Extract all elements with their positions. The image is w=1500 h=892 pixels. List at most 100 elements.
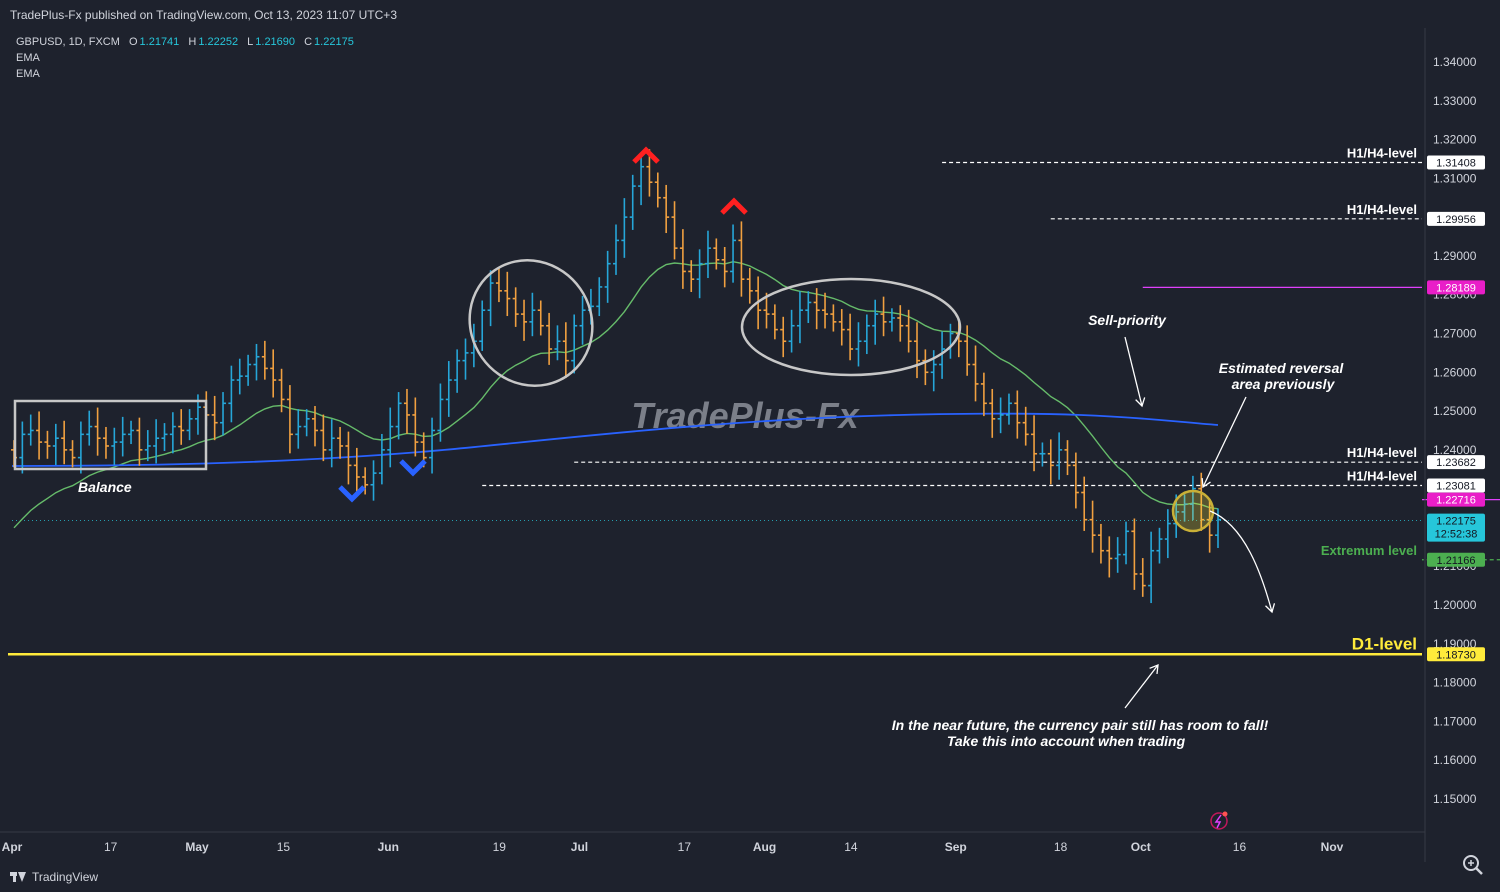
ohlc-bar xyxy=(228,365,235,423)
ohlc-bar xyxy=(286,385,293,454)
ohlc-bar xyxy=(136,417,143,466)
symbol-label[interactable]: GBPUSD, 1D, FXCM xyxy=(16,36,120,48)
ema-indicator-2[interactable]: EMA xyxy=(16,68,40,80)
ohlc-bar xyxy=(119,416,126,457)
ohlc-bar xyxy=(1198,472,1205,531)
ohlc-bar xyxy=(1022,406,1029,446)
time-tick-label: Aug xyxy=(753,840,776,854)
ohlc-bar xyxy=(855,322,862,367)
open-value: 1.21741 xyxy=(139,36,180,48)
open-key: O xyxy=(128,36,138,48)
publisher-text: TradePlus-Fx published on TradingView.co… xyxy=(10,8,397,22)
level-label: Extremum level xyxy=(1321,543,1417,558)
ohlc-bar xyxy=(537,300,544,336)
ohlc-bar xyxy=(571,314,578,374)
balance-box[interactable] xyxy=(13,399,208,471)
reversal-area-arrow[interactable] xyxy=(1201,396,1247,489)
balance-label: Balance xyxy=(78,479,132,495)
reversal-area-circle[interactable] xyxy=(1171,489,1215,533)
price-tick-label: 1.26000 xyxy=(1433,365,1477,379)
ohlc-bar xyxy=(278,368,285,413)
ohlc-bar xyxy=(688,260,695,292)
consolidation-ellipse[interactable] xyxy=(740,277,962,377)
time-tick-label: 18 xyxy=(1054,840,1068,854)
ohlc-bar xyxy=(897,305,904,342)
ohlc-bar xyxy=(495,267,502,303)
ohlc-bar xyxy=(780,316,787,358)
price-tick-label: 1.29000 xyxy=(1433,249,1477,263)
ohlc-bar xyxy=(1164,509,1171,559)
ohlc-bar xyxy=(562,322,569,379)
ohlc-bar xyxy=(387,407,394,468)
level-label: H1/H4-level xyxy=(1347,146,1417,161)
ohlc-bar xyxy=(1047,439,1054,485)
high-value: 1.22252 xyxy=(198,36,239,48)
time-tick-label: 17 xyxy=(104,840,118,854)
ohlc-bar xyxy=(128,420,135,445)
ohlc-bar xyxy=(905,309,912,353)
time-tick-label: Sep xyxy=(945,840,967,854)
price-badges: 1.31408 1.29956 1.28189 1.23682 1.23081 1.227… xyxy=(1427,155,1485,662)
economic-event-icon[interactable] xyxy=(1210,811,1228,830)
zoom-icon[interactable] xyxy=(1460,852,1486,878)
price-badge-text: 1.23081 xyxy=(1436,480,1476,492)
ohlc-bar xyxy=(144,430,151,462)
ohlc-bar xyxy=(86,410,93,446)
ohlc-bar xyxy=(462,338,469,380)
ohlc-bar xyxy=(312,406,318,447)
ohlc-bar xyxy=(813,288,820,330)
ohlc-bar xyxy=(270,349,277,398)
ohlc-bar xyxy=(1097,523,1104,564)
price-badge-text: 1.21166 xyxy=(1437,555,1476,567)
ohlc-bar xyxy=(863,314,870,355)
ohlc-bar xyxy=(713,238,720,270)
ohlc-bar xyxy=(303,409,310,437)
symbol-legend[interactable]: GBPUSD, 1D, FXCM O 1.21741 H 1.22252 L 1.21… xyxy=(16,34,354,82)
ohlc-bar xyxy=(52,423,59,465)
ohlc-bar xyxy=(395,392,402,440)
sell-priority-arrow[interactable] xyxy=(1124,336,1146,408)
ohlc-bar xyxy=(44,430,51,459)
ohlc-bar xyxy=(847,313,854,361)
ohlc-bar xyxy=(111,427,118,465)
ohlc-bar xyxy=(337,426,344,459)
tradingview-logo-icon xyxy=(10,872,26,882)
ohlc-bar xyxy=(638,152,645,206)
price-badge: 1.22716 xyxy=(1427,492,1485,507)
ohlc-bar xyxy=(1031,415,1038,472)
time-tick-label: Nov xyxy=(1321,840,1344,854)
ohlc-bar xyxy=(220,392,227,436)
price-axis[interactable]: 1.350001.340001.330001.320001.310001.290… xyxy=(1433,16,1477,806)
ohlc-row[interactable]: GBPUSD, 1D, FXCM O 1.21741 H 1.22252 L 1.21… xyxy=(16,34,354,50)
ohlc-bar xyxy=(1072,452,1079,509)
close-value: 1.22175 xyxy=(314,36,354,48)
ohlc-bar xyxy=(353,447,360,492)
ohlc-bar xyxy=(596,277,603,317)
ohlc-bar xyxy=(487,270,494,327)
publish-bar: TradePlus-Fx published on TradingView.co… xyxy=(0,0,1500,28)
forecast-drop-arrow[interactable] xyxy=(1209,510,1276,614)
ohlc-bar xyxy=(822,292,829,329)
ohlc-bar xyxy=(1039,442,1046,467)
forecast-note-line: In the near future, the currency pair st… xyxy=(892,717,1269,733)
time-axis[interactable]: Apr 17 May 15 Jun 19 Jul 17 Aug 14 Sep 18 Oct 16 Nov xyxy=(2,840,1344,854)
estimated-reversal-label: area previously xyxy=(1232,376,1336,392)
forecast-note-arrow[interactable] xyxy=(1124,664,1159,709)
consolidation-ellipse[interactable] xyxy=(445,236,617,410)
ohlc-bar xyxy=(529,292,536,337)
ohlc-bar xyxy=(880,296,887,337)
tradingview-logo[interactable]: TradingView xyxy=(10,870,98,884)
ema-indicator-1[interactable]: EMA xyxy=(16,52,40,64)
ohlc-bar xyxy=(679,229,686,289)
ohlc-bar xyxy=(1056,432,1063,480)
ohlc-bar xyxy=(102,426,109,459)
ohlc-bar xyxy=(253,343,260,381)
ohlc-bar xyxy=(654,172,661,208)
drawing-annotations: Balance Sell-priority Estimated reversalar… xyxy=(13,146,1344,830)
ohlc-bar xyxy=(704,230,711,279)
price-badge: 1.18730 xyxy=(1427,647,1485,662)
trough-marker-icon xyxy=(338,485,366,503)
time-tick-label: Oct xyxy=(1131,840,1151,854)
